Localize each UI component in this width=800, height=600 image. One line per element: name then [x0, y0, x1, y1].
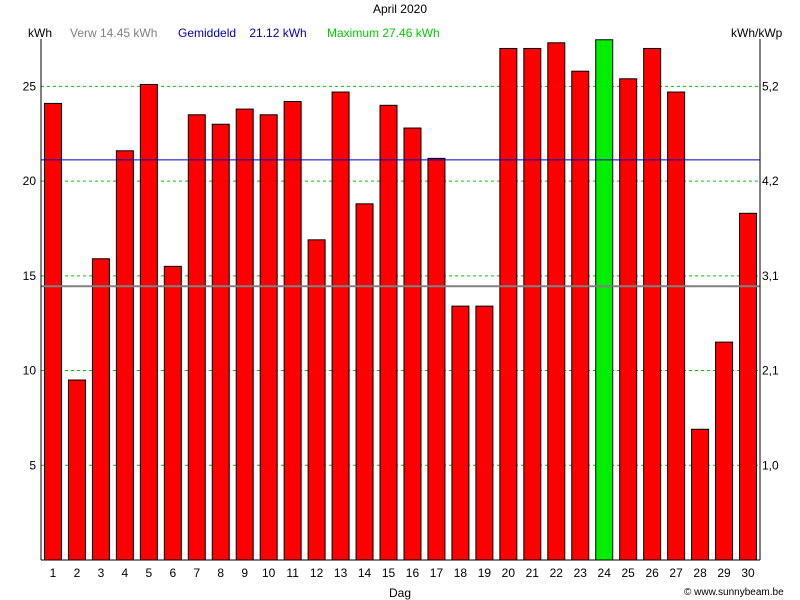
bar — [139, 83, 158, 561]
y-tick-right: 3,1 — [762, 269, 779, 283]
y-tick-left: 20 — [23, 174, 37, 188]
x-tick-label: 18 — [454, 566, 468, 580]
x-tick-label: 8 — [217, 566, 224, 580]
bar — [235, 108, 254, 561]
y-axis-right-label: kWh/kWp — [731, 26, 783, 40]
x-tick-label: 3 — [98, 566, 105, 580]
bar — [451, 305, 470, 561]
x-tick-label: 6 — [169, 566, 176, 580]
y-tick-right: 1,0 — [762, 458, 779, 472]
x-tick-label: 27 — [669, 566, 683, 580]
bar — [547, 42, 566, 561]
x-tick-label: 4 — [122, 566, 129, 580]
bar — [619, 78, 638, 561]
y-tick-right: 4,2 — [762, 174, 779, 188]
y-tick-right: 2,1 — [762, 364, 779, 378]
bar — [115, 150, 134, 561]
bar — [163, 265, 182, 561]
copyright-icon: © — [684, 587, 692, 598]
x-tick-label: 15 — [382, 566, 396, 580]
x-tick-label: 22 — [550, 566, 564, 580]
y-tick-left: 25 — [23, 79, 37, 93]
bar — [331, 91, 350, 561]
x-tick-label: 26 — [645, 566, 659, 580]
bar — [307, 239, 326, 561]
x-tick-label: 29 — [717, 566, 731, 580]
x-tick-label: 10 — [262, 566, 276, 580]
bar — [403, 127, 422, 561]
x-axis-label: Dag — [389, 586, 412, 600]
legend-average: Gemiddeld 21.12 kWh — [178, 26, 307, 40]
x-tick-label: 7 — [193, 566, 200, 580]
legend-expected: Verw 14.45 kWh — [70, 26, 158, 40]
x-tick-label: 1 — [50, 566, 57, 580]
x-tick-label: 5 — [146, 566, 153, 580]
y-tick-left: 5 — [29, 458, 36, 472]
bar — [715, 341, 734, 561]
x-tick-label: 11 — [286, 566, 299, 580]
x-tick-label: 20 — [502, 566, 516, 580]
bar — [595, 39, 614, 561]
bar — [427, 157, 446, 561]
x-tick-label: 13 — [334, 566, 348, 580]
bar — [283, 101, 302, 561]
x-tick-label: 21 — [526, 566, 540, 580]
y-tick-left: 15 — [23, 269, 37, 283]
bar — [187, 114, 206, 561]
x-tick-label: 17 — [430, 566, 444, 580]
bar — [43, 102, 62, 561]
x-tick-label: 9 — [241, 566, 248, 580]
x-tick-label: 19 — [478, 566, 492, 580]
bar — [259, 114, 278, 561]
x-tick-label: 14 — [358, 566, 372, 580]
x-tick-label: 12 — [310, 566, 324, 580]
x-tick-label: 23 — [574, 566, 588, 580]
legend-maximum: Maximum 27.46 kWh — [327, 26, 440, 40]
bar — [67, 379, 86, 561]
bar — [91, 258, 110, 561]
y-tick-right: 5,2 — [762, 79, 779, 93]
bar — [211, 123, 230, 561]
credit-text: www.sunnybeam.be — [694, 587, 784, 598]
bar — [523, 47, 542, 561]
bar — [667, 91, 686, 561]
x-tick-label: 30 — [741, 566, 755, 580]
x-tick-label: 25 — [622, 566, 636, 580]
bar — [643, 47, 662, 561]
y-tick-left: 10 — [23, 364, 37, 378]
bar — [571, 70, 590, 561]
x-tick-label: 28 — [693, 566, 707, 580]
bar — [379, 104, 398, 561]
bar — [691, 428, 710, 561]
chart-title: April 2020 — [372, 2, 428, 16]
x-tick-label: 2 — [74, 566, 81, 580]
bar — [355, 203, 374, 561]
footer-credit: © www.sunnybeam.be — [684, 586, 784, 600]
bar — [499, 47, 518, 561]
bar — [475, 305, 494, 561]
y-axis-left-label: kWh — [28, 26, 52, 40]
bar — [739, 212, 758, 561]
x-tick-label: 16 — [406, 566, 420, 580]
x-tick-label: 24 — [598, 566, 612, 580]
